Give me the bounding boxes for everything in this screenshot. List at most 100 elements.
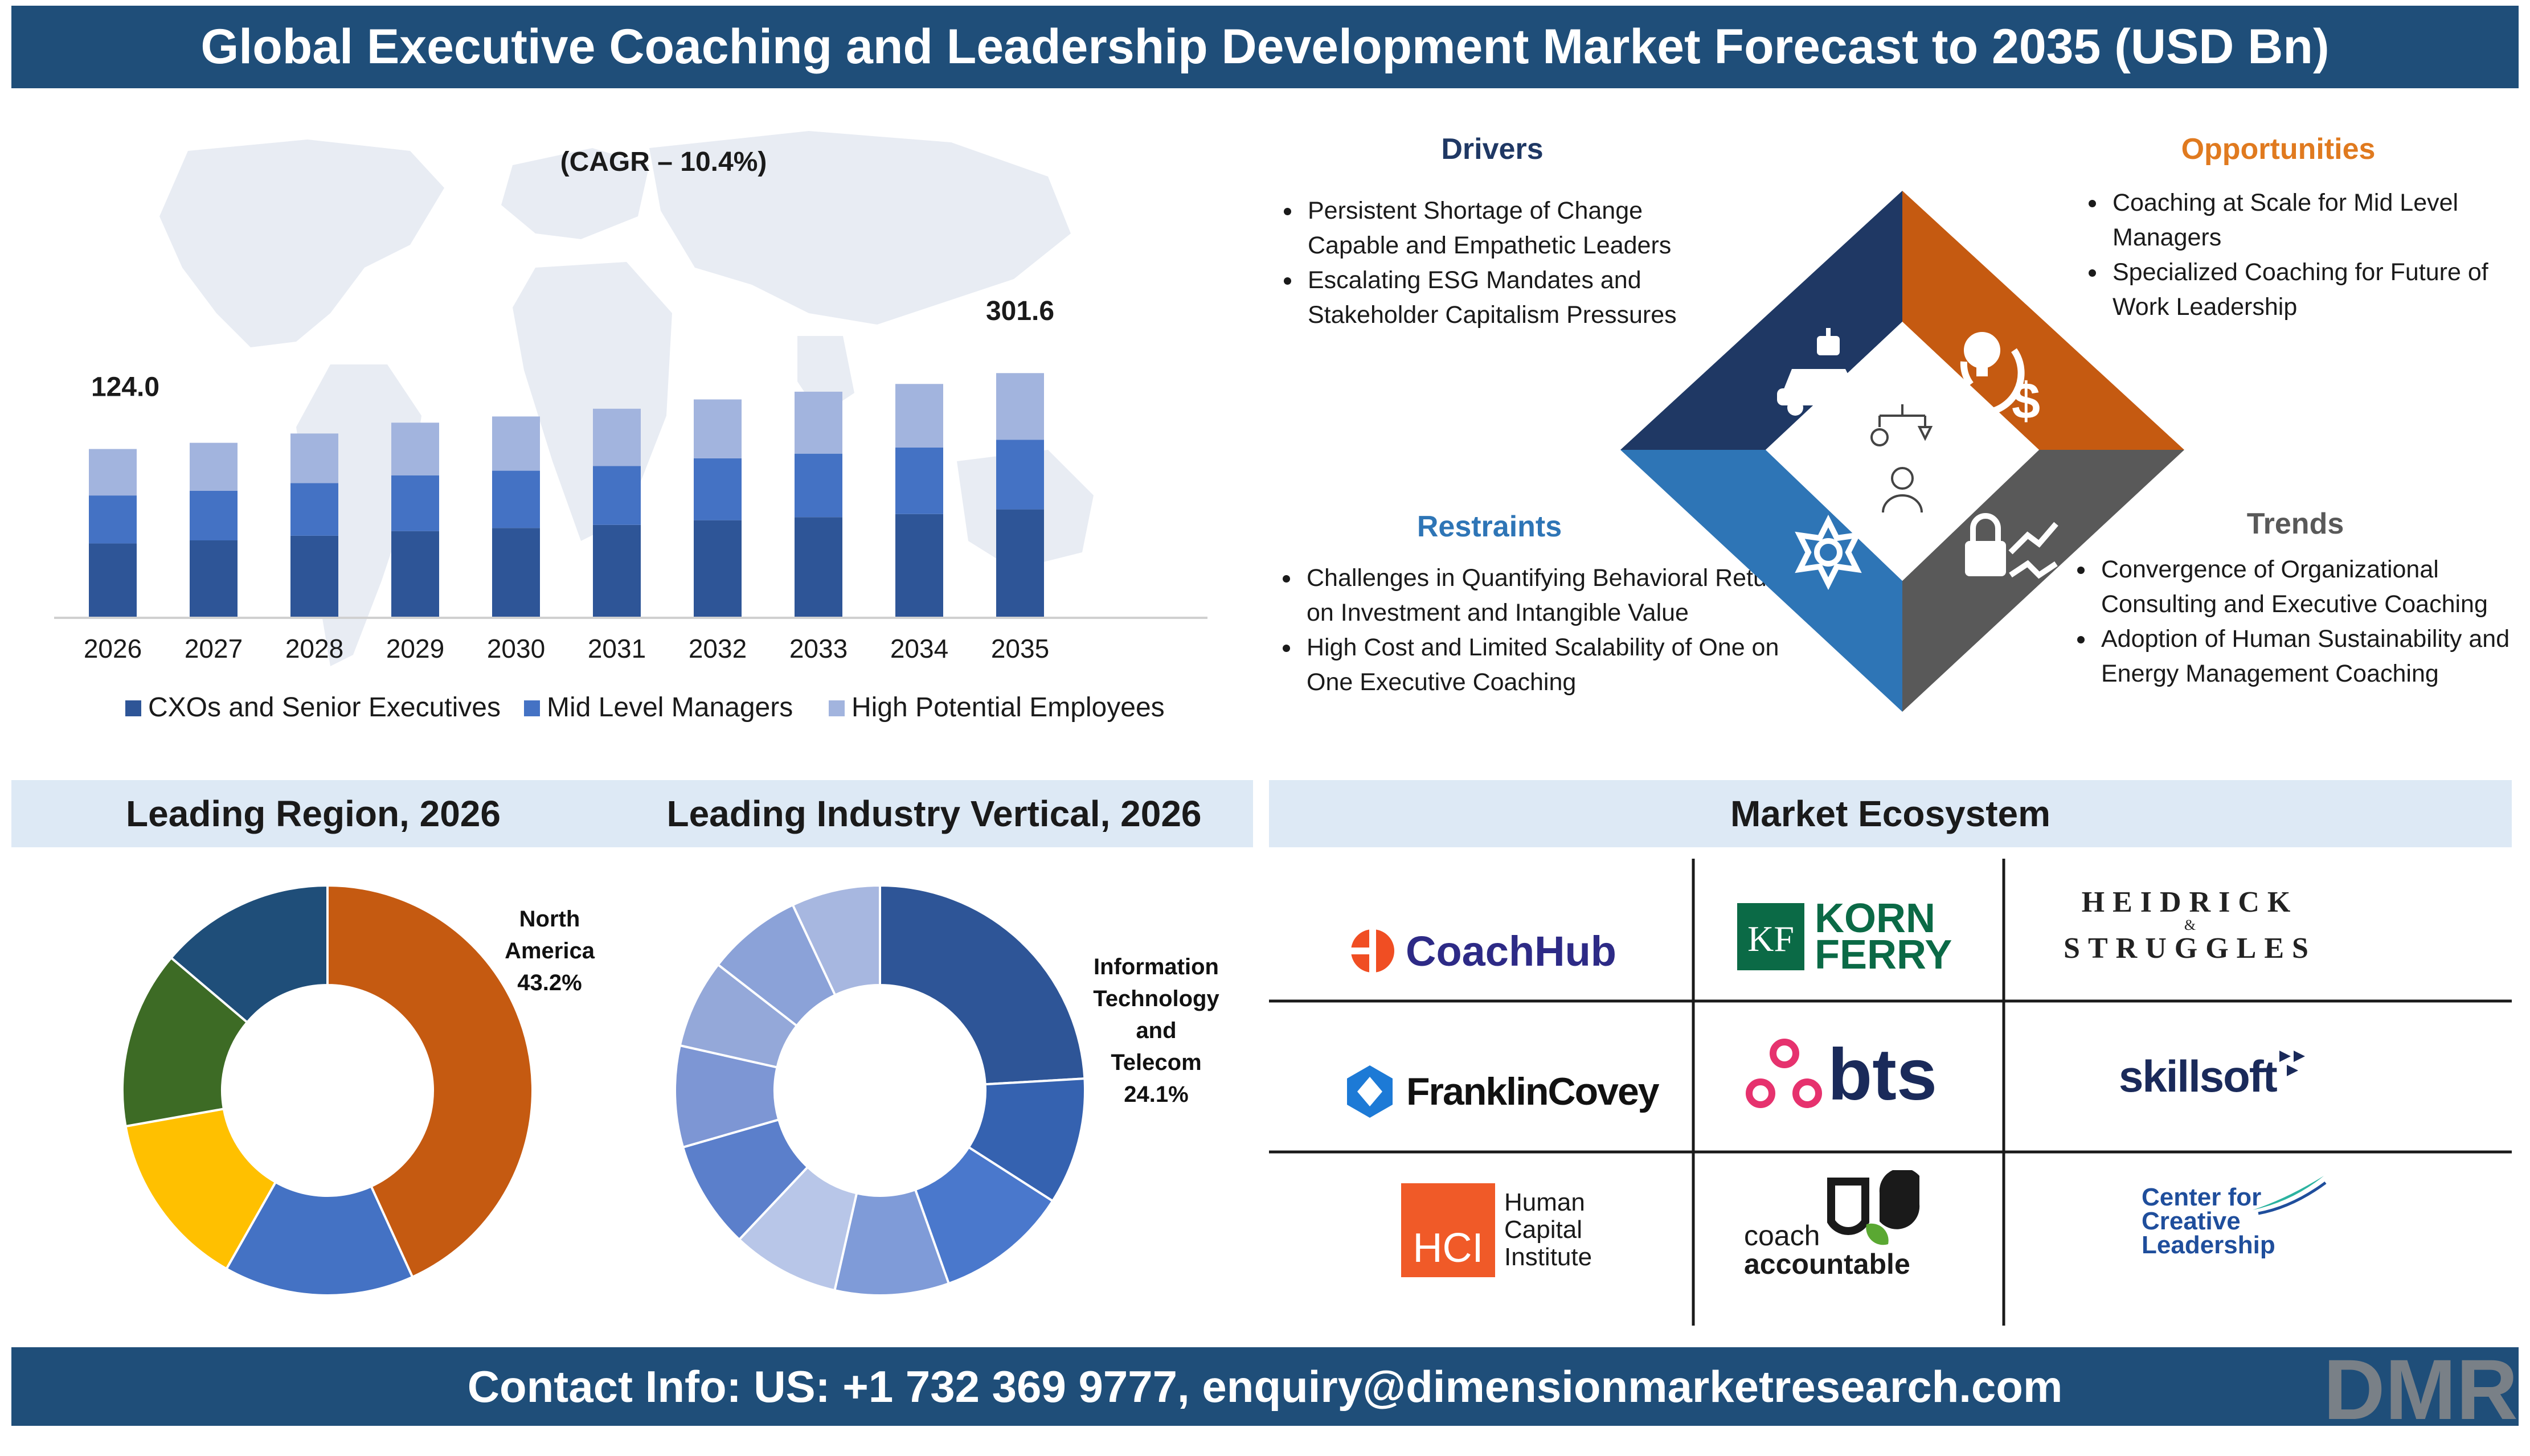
ecosystem-title: Market Ecosystem — [1269, 780, 2512, 847]
coachhub-logo: CoachHub — [1350, 925, 1616, 977]
bar-2029-series-1 — [391, 475, 439, 531]
x-tick-label: 2030 — [487, 634, 545, 663]
coach-accountable-leaves-icon — [1827, 1170, 1920, 1245]
bar-2031-series-1 — [593, 466, 641, 525]
bar-2034-series-1 — [895, 447, 943, 514]
skillsoft-name: skillsoft — [2119, 1051, 2278, 1101]
bar-2031-series-2 — [593, 408, 641, 466]
hci-line: Institute — [1504, 1243, 1592, 1271]
ecosystem-grid — [1269, 859, 2512, 1326]
bar-2033-series-2 — [795, 391, 842, 454]
cagr-annotation: (CAGR – 10.4%) — [560, 147, 767, 177]
region-donut-chart — [122, 885, 533, 1295]
bar-2032-series-2 — [694, 399, 742, 458]
skillsoft-arrows-icon — [2279, 1051, 2305, 1076]
franklincovey-mark-icon — [1347, 1065, 1393, 1118]
hci-mark: HCI — [1401, 1183, 1495, 1277]
donut-slice-2 — [124, 1108, 277, 1270]
bts-name: bts — [1828, 1033, 1937, 1115]
donut-slice-9 — [791, 885, 881, 997]
data-label: 124.0 — [91, 372, 159, 403]
bar-2026-series-2 — [89, 449, 137, 496]
industry-callout-line: and — [1136, 1018, 1177, 1043]
ccl-line: Leadership — [2142, 1231, 2275, 1259]
hci-line: Human — [1504, 1188, 1585, 1216]
drivers-list: Persistent Shortage of Change Capable an… — [1266, 194, 1701, 333]
bar-2028-series-1 — [290, 483, 338, 536]
x-tick-label: 2029 — [386, 634, 444, 663]
x-tick-label: 2033 — [789, 634, 848, 663]
trends-item: Convergence of Organizational Consulting… — [2095, 552, 2530, 622]
bar-2035-series-0 — [996, 509, 1044, 618]
kornferry-line: KORN — [1815, 896, 1935, 941]
opportunities-item: Specialized Coaching for Future of Work … — [2107, 255, 2530, 325]
bar-2026-series-0 — [89, 543, 137, 618]
bar-2033-series-0 — [795, 517, 842, 618]
heidrick-logo: HEIDRICK & STRUGGLES — [2062, 885, 2318, 965]
donut-slice-0 — [879, 885, 1085, 1086]
hci-logo: HCI Human Capital Institute — [1401, 1182, 1592, 1278]
trends-item: Adoption of Human Sustainability and Ene… — [2095, 622, 2530, 691]
franklincovey-logo: FranklinCovey — [1341, 1060, 1660, 1123]
bar-2031-series-0 — [593, 524, 641, 618]
industry-callout-value: 24.1% — [1124, 1082, 1189, 1107]
region-callout-line: North — [519, 907, 580, 932]
svg-text:$: $ — [2012, 373, 2040, 430]
franklincovey-name: FranklinCovey — [1406, 1070, 1660, 1113]
coach-accountable-line: accountable — [1744, 1248, 1910, 1280]
restraints-title: Restraints — [1417, 510, 1562, 543]
legend-label: Mid Level Managers — [547, 692, 793, 723]
kornferry-mark-icon: KF — [1737, 903, 1804, 970]
opportunities-list: Coaching at Scale for Mid Level Managers… — [2070, 186, 2530, 325]
heidrick-amp: & — [2184, 917, 2196, 933]
donut-slice-0 — [326, 885, 533, 1279]
opportunities-quadrant — [1902, 191, 2184, 450]
donut-slice-4 — [169, 885, 329, 1024]
ccl-line: Center for — [2142, 1183, 2262, 1211]
restraints-quadrant — [1620, 450, 1902, 712]
person-lightbulb-icon — [1870, 404, 1933, 513]
bar-2027-series-1 — [190, 490, 238, 540]
drivers-item: Persistent Shortage of Change Capable an… — [1302, 194, 1701, 263]
bts-dots-icon — [1746, 1039, 1822, 1108]
legend-swatch — [524, 700, 540, 716]
svg-text:KF: KF — [1747, 918, 1794, 959]
industry-donut-chart — [675, 885, 1085, 1295]
donut-slice-2 — [914, 1146, 1054, 1285]
industry-callout-line: Information — [1094, 954, 1219, 979]
bar-2026-series-1 — [89, 495, 137, 544]
opportunities-item: Coaching at Scale for Mid Level Managers — [2107, 186, 2530, 255]
kornferry-logo: KF KORN FERRY — [1737, 897, 1952, 977]
x-tick-label: 2034 — [890, 634, 948, 663]
hci-line: Capital — [1504, 1216, 1582, 1244]
bar-2030-series-0 — [492, 528, 540, 618]
industry-panel-title: Leading Industry Vertical, 2026 — [615, 780, 1253, 847]
industry-callout-line: Technology — [1093, 986, 1219, 1011]
x-tick-label: 2031 — [588, 634, 646, 663]
bar-2032-series-0 — [694, 520, 742, 618]
page-title: Global Executive Coaching and Leadership… — [11, 6, 2519, 88]
bar-2029-series-0 — [391, 531, 439, 618]
heidrick-line: HEIDRICK — [2081, 886, 2299, 918]
bar-2029-series-2 — [391, 423, 439, 475]
stacked-bar-chart: 2026 2027 2028 2029 2030 2031 2032 2033 2034 2035… — [54, 131, 1207, 723]
ccl-logo: Center for Creative Leadership — [2142, 1176, 2347, 1267]
region-panel-title: Leading Region, 2026 — [11, 780, 615, 847]
dmr-brand-logo: DMR — [2323, 1342, 2518, 1436]
legend-label: High Potential Employees — [851, 692, 1165, 723]
data-label: 301.6 — [986, 296, 1054, 326]
legend-swatch — [125, 700, 141, 716]
x-tick-label: 2027 — [185, 634, 243, 663]
trends-quadrant — [1902, 450, 2184, 712]
coachhub-mark-icon — [1350, 928, 1394, 974]
opportunities-title: Opportunities — [2181, 133, 2376, 166]
industry-callout: Information Technology and Telecom 24.1% — [1076, 951, 1236, 1110]
region-callout: North America 43.2% — [487, 903, 612, 999]
bar-2035-series-2 — [996, 373, 1044, 440]
gear-flower-icon — [1795, 514, 1862, 590]
bar-2034-series-2 — [895, 384, 943, 448]
contact-footer: Contact Info: US: +1 732 369 9777, enqui… — [11, 1347, 2519, 1426]
x-tick-label: 2028 — [285, 634, 343, 663]
coach-accountable-logo: coach accountable — [1743, 1164, 1948, 1290]
quadrant-diamond: $ — [1620, 191, 2184, 712]
